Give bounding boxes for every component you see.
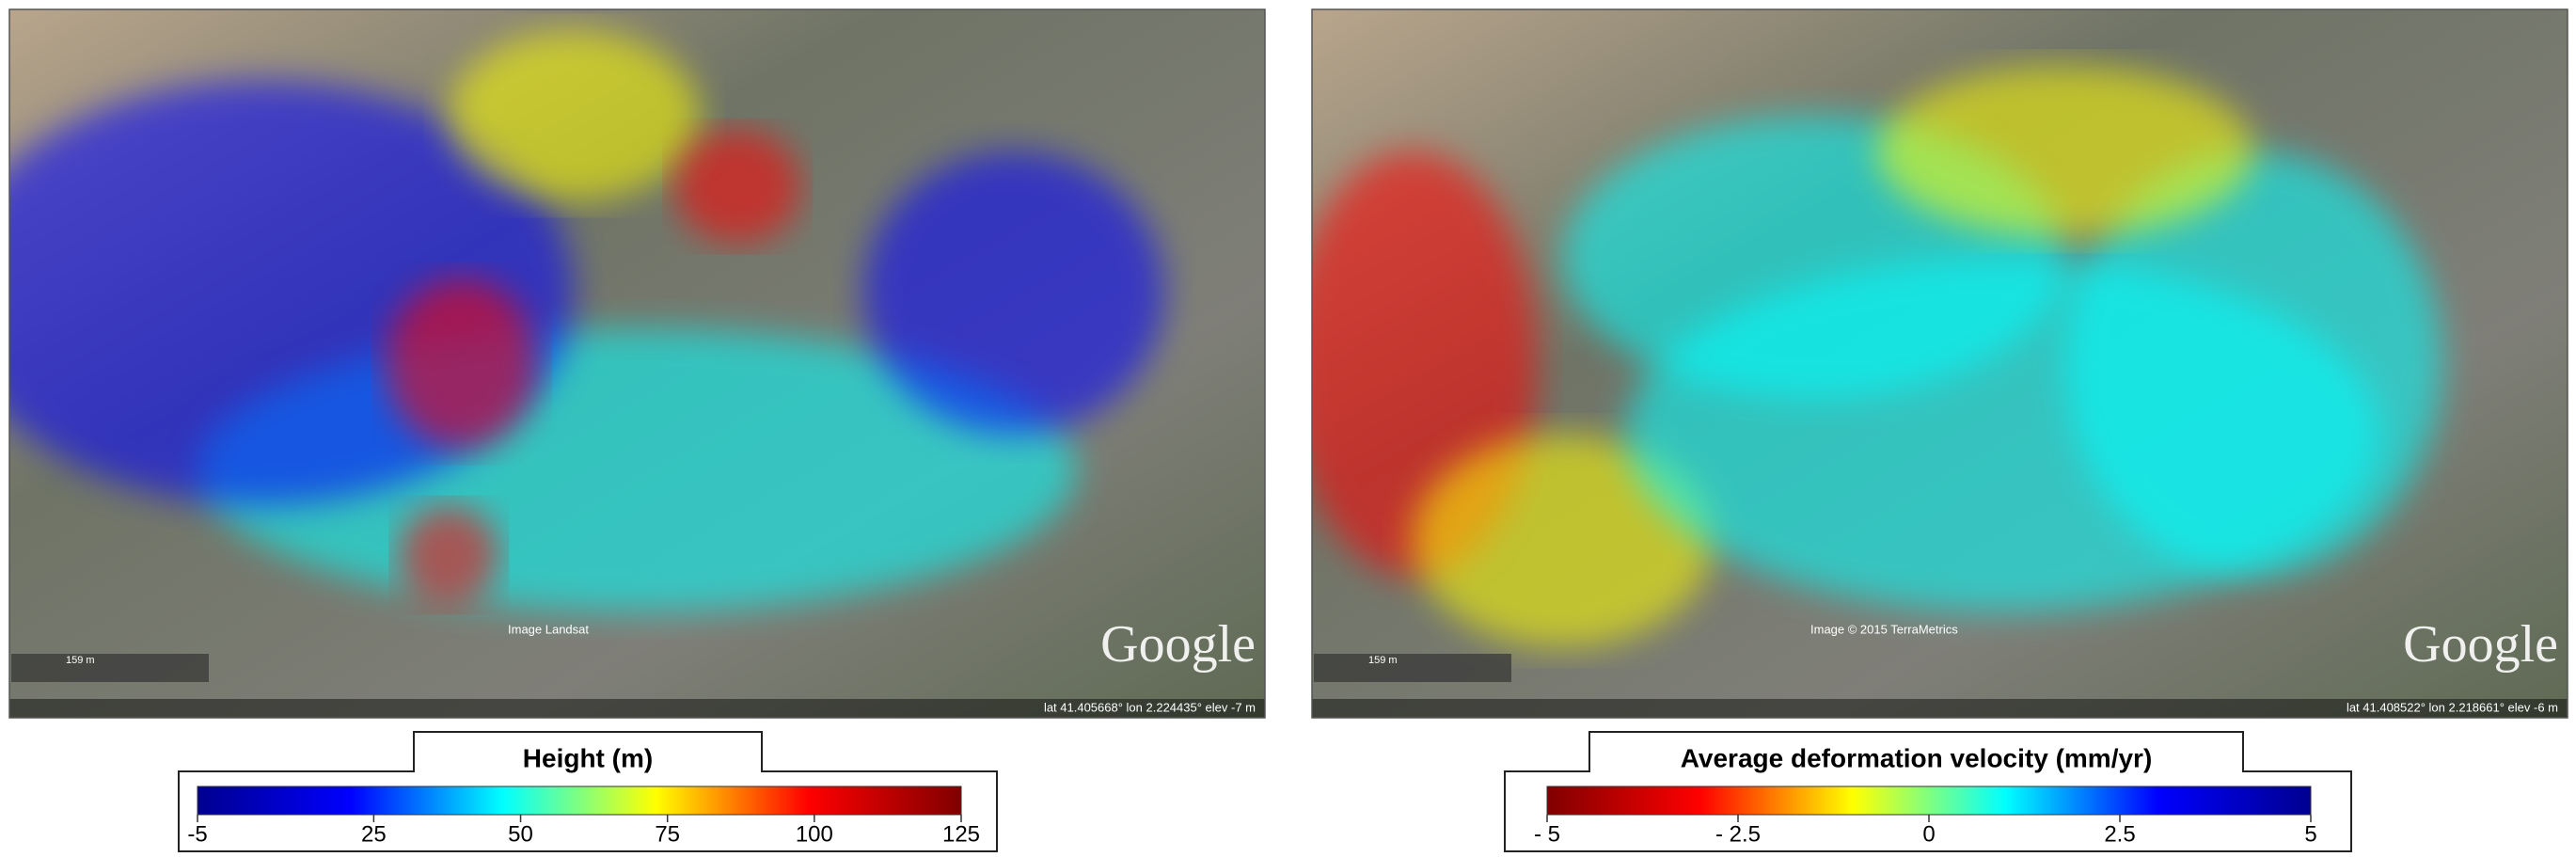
- point-cloud: [862, 151, 1165, 435]
- map-content: 159 m Image Landsat Google lat 41.405668° l…: [9, 9, 1265, 718]
- tick-label: 2.5: [2104, 821, 2135, 847]
- scale-label: 159 m: [1368, 655, 1398, 666]
- point-cloud: [2065, 151, 2442, 577]
- colorbar: [1546, 786, 2312, 816]
- map-border: [8, 8, 1266, 719]
- tick-label: 25: [361, 821, 387, 847]
- tick-label: 0: [1922, 821, 1935, 847]
- tick-label: - 5: [1534, 821, 1560, 847]
- colorbar-title: Average deformation velocity (mm/yr): [1681, 743, 2153, 772]
- point-cloud: [674, 130, 801, 244]
- tick-label: 5: [2304, 821, 2316, 847]
- map-content: 159 m Image © 2015 TerraMetrics Google lat …: [1312, 9, 2568, 718]
- tick-label: -5: [187, 821, 207, 847]
- colorbar: [197, 786, 962, 816]
- tick-label: - 2.5: [1715, 821, 1761, 847]
- google-logo: Google: [2403, 615, 2558, 674]
- scale-bar-bg: [1314, 654, 1511, 682]
- coords-bar: [1312, 699, 2568, 718]
- point-cloud: [1876, 66, 2254, 236]
- tick-label: 125: [942, 821, 980, 847]
- point-cloud: [398, 505, 499, 605]
- tick-label: 75: [655, 821, 680, 847]
- map-border: [1311, 8, 2568, 719]
- scale-bar-bg: [11, 654, 209, 682]
- attribution: Image © 2015 TerraMetrics: [1810, 622, 1958, 636]
- map-panel: 159 m Image Landsat Google lat 41.405668° l…: [8, 8, 1266, 719]
- point-cloud: [449, 30, 701, 201]
- coords: lat 41.405668° lon 2.224435° elev -7 m: [1044, 700, 1256, 714]
- point-cloud: [1412, 434, 1715, 647]
- map-panel: 159 m Image © 2015 TerraMetrics Google lat …: [1311, 8, 2568, 719]
- point-cloud: [386, 278, 537, 449]
- coords-bar: [9, 699, 1265, 718]
- google-logo: Google: [1100, 615, 1256, 674]
- coords: lat 41.408522° lon 2.218661° elev -6 m: [2347, 700, 2558, 714]
- tick-label: 100: [796, 821, 833, 847]
- colorbar-title: Height (m): [523, 743, 653, 772]
- attribution: Image Landsat: [508, 622, 589, 636]
- tick-label: 50: [508, 821, 533, 847]
- scale-label: 159 m: [66, 655, 95, 666]
